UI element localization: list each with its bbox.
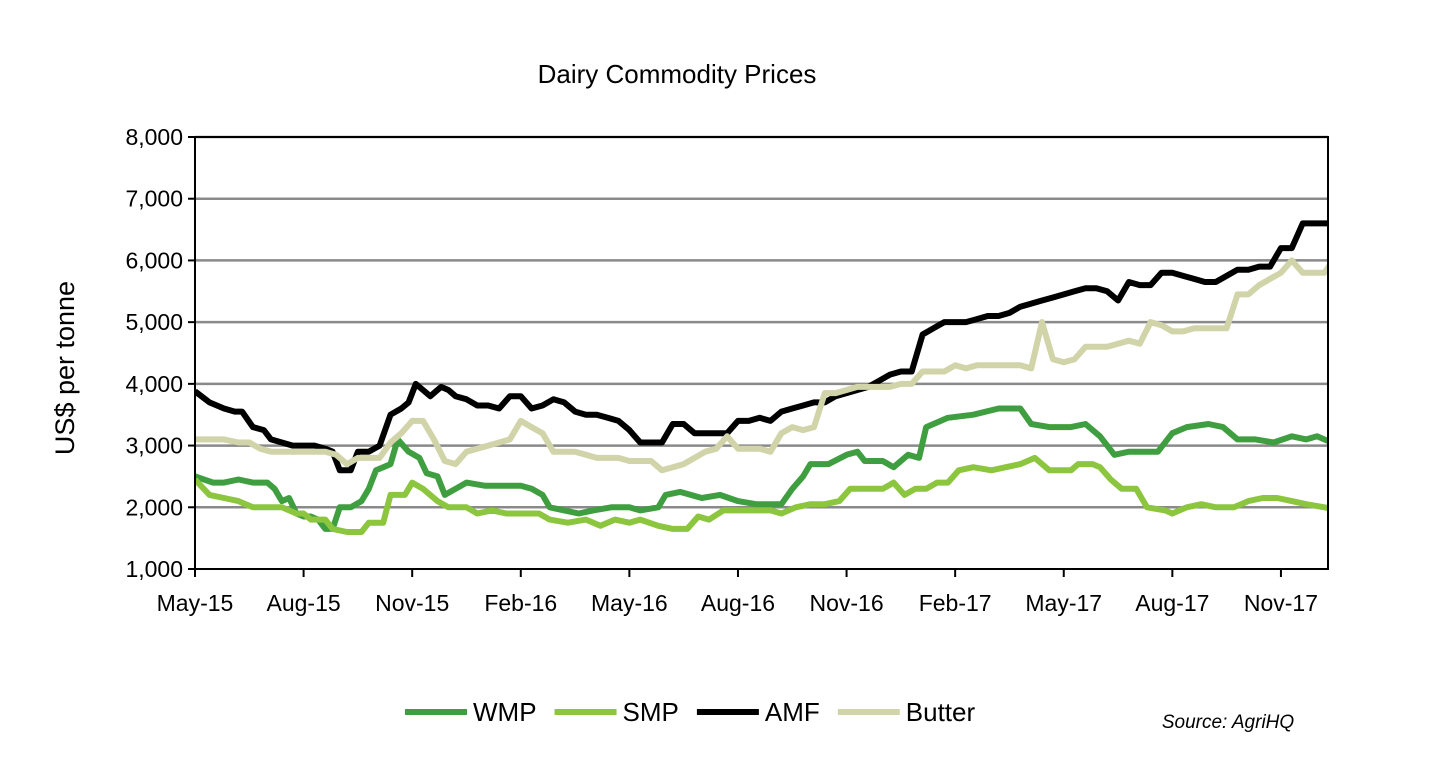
x-tick-label: May-16	[591, 590, 668, 616]
legend: WMP SMP AMF Butter	[405, 697, 975, 727]
series-line-amf	[195, 220, 1328, 474]
x-tick-label: Nov-15	[375, 590, 449, 616]
chart-title: Dairy Commodity Prices	[538, 59, 817, 89]
y-tick-label: 7,000	[125, 186, 183, 212]
x-tick-label: Aug-16	[701, 590, 775, 616]
x-tick-label: May-15	[157, 590, 234, 616]
y-tick-label: 1,000	[125, 556, 183, 582]
x-tick-labels: May-15 Aug-15 Nov-15 Feb-16 May-16 Aug-16 Nov-…	[157, 569, 1318, 616]
y-axis-label: US$ per tonne	[50, 281, 80, 455]
y-tick-label: 8,000	[125, 124, 183, 150]
y-tick-label: 3,000	[125, 433, 183, 459]
plot-frame	[194, 136, 1329, 570]
legend-label-butter: Butter	[906, 697, 976, 727]
x-tick-label: Feb-17	[919, 590, 992, 616]
x-tick-label: Aug-15	[267, 590, 341, 616]
legend-label-amf: AMF	[765, 697, 820, 727]
x-tick-label: Nov-17	[1244, 590, 1318, 616]
legend-label-wmp: WMP	[473, 697, 537, 727]
x-tick-label: May-17	[1025, 590, 1102, 616]
source-note: Source: AgriHQ	[1162, 712, 1295, 733]
series-line-smp	[195, 454, 1328, 535]
y-tick-label: 5,000	[125, 309, 183, 335]
x-tick-label: Nov-16	[809, 590, 883, 616]
x-tick-label: Feb-16	[484, 590, 557, 616]
y-tick-label: 4,000	[125, 371, 183, 397]
series-line-wmp	[195, 405, 1328, 532]
x-tick-label: Aug-17	[1135, 590, 1209, 616]
y-tick-label: 2,000	[125, 494, 183, 520]
legend-label-smp: SMP	[623, 697, 679, 727]
y-tick-label: 6,000	[125, 247, 183, 273]
series-line-butter	[195, 257, 1328, 474]
y-tick-labels: 1,000 2,000 3,000 4,000 5,000 6,000 7,000 8,000	[125, 124, 195, 582]
series-lines	[195, 220, 1328, 535]
